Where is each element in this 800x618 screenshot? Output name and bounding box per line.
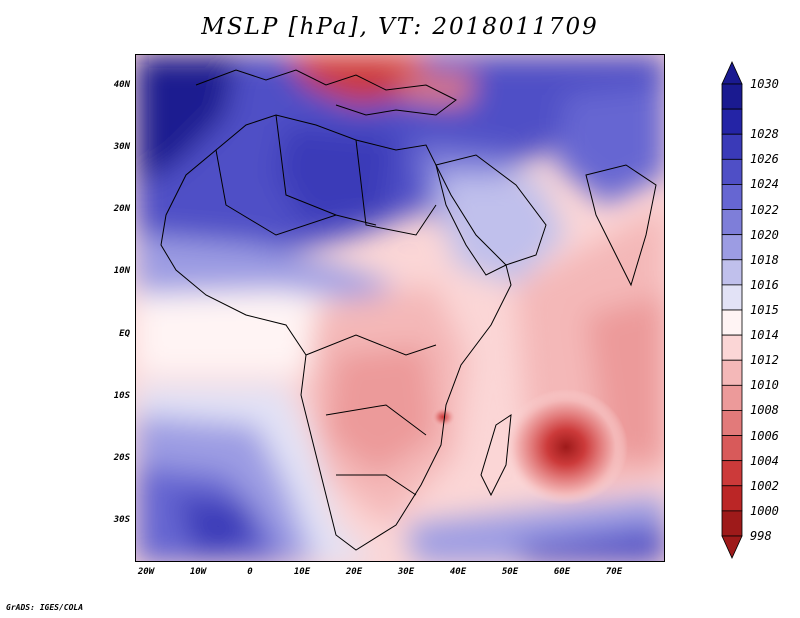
mozambique-low-center xyxy=(431,407,455,427)
colorbar-segment xyxy=(721,410,743,436)
colorbar-label: 1028 xyxy=(750,127,779,142)
colorbar-segment xyxy=(721,359,743,386)
lat-tick-label: 30S xyxy=(113,515,130,525)
colorbar-label: 1030 xyxy=(750,77,779,91)
lon-tick-label: 10E xyxy=(293,567,311,577)
colorbar-segment xyxy=(721,284,743,311)
colorbar-label: 1006 xyxy=(750,428,779,443)
colorbar-label: 1024 xyxy=(750,177,779,192)
lon-tick-label: 40E xyxy=(449,567,467,577)
colorbar-segment xyxy=(721,309,743,336)
colorbar-segment xyxy=(721,460,743,487)
colorbar-label: 1022 xyxy=(750,202,779,217)
footer-credit: GrADS: IGES/COLA xyxy=(6,603,84,612)
lon-tick-label: 70E xyxy=(605,567,623,577)
colorbar-label: 1020 xyxy=(750,227,779,242)
mascarene-low-center xyxy=(504,389,628,505)
lat-tick-label: 30N xyxy=(113,142,130,152)
colorbar-label: 998 xyxy=(750,529,772,543)
lon-tick-label: 0 xyxy=(247,567,253,577)
lat-tick-label: 10N xyxy=(113,266,130,276)
colorbar-segment xyxy=(721,184,743,210)
map-title: MSLP [hPa], VT: 2018011709 xyxy=(201,14,599,40)
colorbar-label: 1002 xyxy=(750,478,779,493)
lon-tick-label: 20W xyxy=(137,567,155,577)
colorbar-segment xyxy=(721,158,743,185)
colorbar-label: 1026 xyxy=(750,152,779,167)
colorbar-label: 1008 xyxy=(750,403,779,418)
colorbar-label: 1015 xyxy=(750,303,779,317)
colorbar-label: 1004 xyxy=(750,453,779,468)
colorbar-segment xyxy=(721,234,743,261)
lon-tick-label: 60E xyxy=(553,567,571,577)
colorbar-segment xyxy=(721,83,743,110)
colorbar-segment xyxy=(721,435,743,462)
lat-tick-label: EQ xyxy=(119,329,130,339)
colorbar-label: 1012 xyxy=(750,353,779,368)
colorbar-label: 1010 xyxy=(750,378,779,393)
lon-tick-label: 50E xyxy=(501,567,519,577)
lon-tick-label: 30E xyxy=(397,567,415,577)
lat-tick-label: 40N xyxy=(113,80,130,90)
pressure-field-map xyxy=(136,55,664,561)
lat-tick-label: 20N xyxy=(113,204,130,214)
colorbar-segment xyxy=(721,334,743,361)
colorbar-label: 1016 xyxy=(750,277,779,292)
coastlines xyxy=(160,69,657,551)
colorbar-segment xyxy=(721,485,743,512)
colorbar-segment xyxy=(721,209,743,236)
colorbar xyxy=(721,61,743,559)
colorbar-segment xyxy=(721,108,743,135)
lat-tick-label: 20S xyxy=(113,453,130,463)
colorbar-top-arrow xyxy=(721,61,743,85)
colorbar-segment xyxy=(721,510,743,537)
colorbar-segment xyxy=(721,259,743,286)
colorbar-segment xyxy=(721,384,743,411)
colorbar-segment xyxy=(721,133,743,160)
lon-tick-label: 10W xyxy=(189,567,207,577)
colorbar-label: 1014 xyxy=(750,328,779,343)
colorbar-label: 1000 xyxy=(750,503,779,518)
colorbar-label: 1018 xyxy=(750,252,779,267)
lon-tick-label: 20E xyxy=(345,567,363,577)
map-panel xyxy=(135,54,665,562)
lat-tick-label: 10S xyxy=(113,391,130,401)
colorbar-bottom-arrow xyxy=(721,535,743,559)
